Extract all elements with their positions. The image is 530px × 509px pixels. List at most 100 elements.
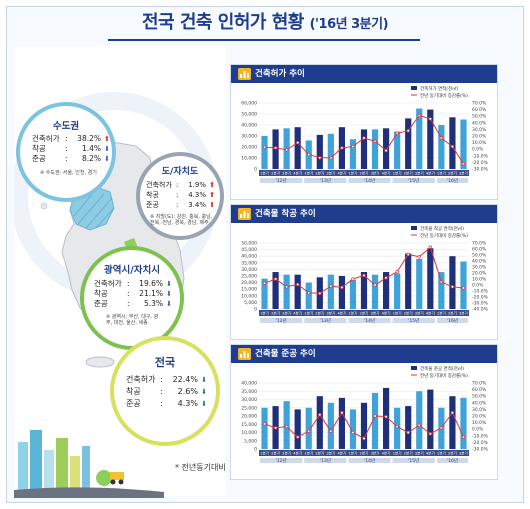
region-capital-row-start: 착공:1.4% ⬇ <box>32 144 110 153</box>
page-title: 전국 건축 인허가 현황 ('16년 3분기) <box>0 8 530 34</box>
region-metro-row-permit: 건축허가:19.6% ⬇ <box>94 279 172 288</box>
y-right-tick-label: -20.0% <box>472 295 489 301</box>
category-strip <box>259 310 469 316</box>
x-category-label: 3분기 <box>415 170 424 175</box>
x-category-label: 1분기 <box>304 450 313 455</box>
bar <box>416 391 423 449</box>
bar <box>394 407 401 449</box>
year-band <box>436 318 468 323</box>
bar <box>427 389 434 449</box>
line-point <box>395 424 399 429</box>
x-category-label: 1분기 <box>260 310 269 315</box>
y-left-tick-label: 15,000 <box>241 287 257 293</box>
y-right-tick-label: 0.0% <box>472 147 484 153</box>
y-left-tick-label: 30,000 <box>241 267 257 273</box>
down-arrow-icon: ⬇ <box>201 388 207 396</box>
chart-permit: 건축허가 면적(천㎡)전년 동기대비 증감률(%) 0 10,000 20,000 30… <box>241 85 489 184</box>
down-arrow-icon: ⬇ <box>104 155 110 163</box>
y-left-tick-label: 5,000 <box>244 438 257 444</box>
down-arrow-icon: ⬇ <box>104 145 110 153</box>
bar <box>338 276 345 309</box>
x-category-label: 2분기 <box>315 310 324 315</box>
year-band <box>436 178 468 183</box>
x-category-label: 2분기 <box>404 450 413 455</box>
line-point <box>406 252 410 257</box>
footnote-yoy: * 전년동기대비 <box>175 463 226 472</box>
y-right-tick-label: 70.0% <box>472 241 487 247</box>
bar <box>416 258 423 309</box>
line-point <box>373 283 377 287</box>
legend-bar-label: 건축물 준공 면적(천㎡) <box>420 365 464 372</box>
region-capital-title: 수도권 <box>52 121 80 132</box>
y-right-tick-label: 20.0% <box>472 271 487 277</box>
y-right-tick-label: -20.0% <box>472 160 489 166</box>
bar <box>449 117 456 169</box>
bar <box>416 108 423 169</box>
bar <box>460 397 467 449</box>
x-category-label: 2분기 <box>315 450 324 455</box>
line-point <box>362 273 366 278</box>
x-category-label: 2분기 <box>404 310 413 315</box>
y-right-tick-label: 30.0% <box>472 407 487 413</box>
region-province-note: ※ 지방(도): 강원, 충북, 충남, 전북, 전남, 경북, 경남, 제주 <box>150 214 213 226</box>
line-point <box>296 282 300 287</box>
x-year-label: '15년 <box>408 457 419 464</box>
y-left-tick-label: 35,000 <box>241 260 257 266</box>
bar <box>460 119 467 169</box>
chart-panel-start-header: 건축물 착공 추이 <box>231 205 497 223</box>
region-capital-note: ※ 수도권: 서울, 인천, 경기 <box>40 170 97 176</box>
bar <box>349 279 357 309</box>
line-point <box>351 144 355 149</box>
line-point <box>417 113 421 118</box>
y-left-tick-label: 50,000 <box>241 112 257 118</box>
bar <box>360 272 368 309</box>
bar <box>261 407 268 449</box>
x-category-label: 1분기 <box>348 450 357 455</box>
x-year-label: '13년 <box>320 317 331 324</box>
x-category-label: 3분기 <box>282 450 291 455</box>
x-category-label: 4분기 <box>426 170 435 175</box>
x-category-label: 1분기 <box>393 310 402 315</box>
y-left-tick-label: 10,000 <box>241 156 257 162</box>
x-year-label: '13년 <box>320 457 331 464</box>
bar <box>427 109 434 169</box>
line-point <box>450 285 455 289</box>
line-point <box>296 140 300 145</box>
line-point <box>417 423 421 427</box>
line-point <box>417 255 421 259</box>
line-point <box>307 152 311 157</box>
bar <box>316 134 323 169</box>
chart-permit-title: 건축허가 추이 <box>255 69 305 79</box>
region-province-circle: 도/자치도 건축허가:1.9% ⬆ 착공:4.3% ⬆ 준공:3.4% ⬆ ※ 지방(… <box>136 152 224 240</box>
x-year-label: '15년 <box>408 317 419 324</box>
line-point <box>461 435 466 439</box>
bar <box>261 136 268 169</box>
line-point <box>428 432 432 436</box>
legend-bar-swatch <box>411 226 417 230</box>
y-right-tick-label: 20.0% <box>472 134 487 140</box>
y-right-tick-label: 10.0% <box>472 277 487 283</box>
bar <box>427 248 434 309</box>
bar <box>383 387 390 449</box>
region-capital-rows: 건축허가:38.2% ⬆ 착공:1.4% ⬇ 준공:8.2% ⬇ <box>32 134 111 164</box>
x-category-label: 2분기 <box>360 310 369 315</box>
line-point <box>384 276 388 280</box>
bar <box>305 282 312 309</box>
y-left-tick-label: 40,000 <box>241 381 257 387</box>
bar <box>405 253 412 309</box>
line-point <box>439 280 444 284</box>
x-category-label: 2분기 <box>448 310 457 315</box>
category-strip <box>259 450 469 456</box>
line-point <box>340 285 344 290</box>
line-point <box>340 146 344 150</box>
bar <box>383 272 390 309</box>
x-category-label: 1분기 <box>437 450 446 455</box>
x-category-label: 2분기 <box>448 450 457 455</box>
line-point <box>461 162 466 166</box>
line-point <box>362 436 366 441</box>
legend-bar-swatch <box>411 86 417 90</box>
line-point <box>296 435 300 439</box>
y-right-tick-label: -10.0% <box>472 153 489 159</box>
up-arrow-icon: ⬆ <box>209 191 215 199</box>
x-category-label: 2분기 <box>315 170 324 175</box>
